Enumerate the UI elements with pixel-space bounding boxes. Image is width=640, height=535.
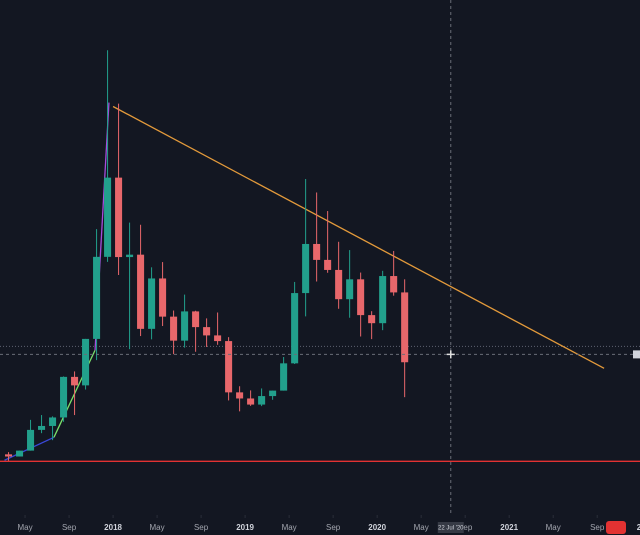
candle-body	[27, 429, 35, 451]
candle-body	[214, 335, 222, 342]
candle-body	[38, 425, 46, 430]
x-tick-label: May	[546, 523, 561, 532]
x-tick-label: 2021	[500, 523, 518, 532]
candle-body	[181, 311, 189, 341]
candle-body	[71, 376, 79, 386]
x-tick-label: May	[150, 523, 165, 532]
x-tick-label: Sep	[62, 523, 77, 532]
candle-body	[16, 450, 24, 457]
candle-body	[137, 254, 145, 329]
candle-body	[379, 276, 387, 324]
x-tick-label: May	[282, 523, 297, 532]
candle-body	[236, 392, 244, 399]
trend-line	[112, 105, 605, 369]
x-tick-label: 2018	[104, 523, 122, 532]
x-tick-label: 20	[637, 523, 640, 532]
logo	[606, 521, 626, 534]
x-tick-label: Sep	[326, 523, 341, 532]
candle-body	[302, 243, 310, 294]
candle-body	[247, 398, 255, 405]
candle-body	[82, 338, 90, 386]
candle-body	[93, 256, 101, 339]
candle-body	[225, 341, 233, 393]
x-tick-label: Sep	[458, 523, 473, 532]
cursor	[446, 350, 455, 359]
x-tick-label: May	[414, 523, 429, 532]
candle-body	[280, 363, 288, 391]
candle-body	[324, 259, 332, 270]
candle-body	[291, 293, 299, 364]
candle-body	[258, 396, 266, 405]
candle-body	[104, 177, 112, 257]
candle-body	[148, 278, 156, 329]
x-tick-label: 2020	[368, 523, 386, 532]
x-tick-label: Sep	[194, 523, 209, 532]
candle-body	[346, 279, 354, 300]
x-tick-label: 2019	[236, 523, 254, 532]
crosshair-label-box	[437, 522, 464, 533]
candle-body	[5, 454, 13, 457]
x-tick-label: May	[17, 523, 32, 532]
candle-body	[115, 177, 123, 258]
candle-body	[401, 292, 409, 363]
x-tick-label: Sep	[590, 523, 605, 532]
candle-body	[170, 316, 178, 341]
candle-body	[126, 254, 134, 258]
candle-body	[368, 315, 376, 324]
candle-body	[203, 327, 211, 336]
candle-body	[390, 276, 398, 293]
candle-body	[159, 278, 167, 317]
candle-body	[192, 311, 200, 328]
candle-body	[357, 279, 365, 316]
price-label-box	[633, 350, 640, 359]
candle-body	[49, 417, 57, 426]
candle-body	[335, 269, 343, 300]
crosshair-label: 22 Jul '20	[438, 526, 464, 532]
candle-body	[313, 243, 321, 260]
candle-body	[60, 376, 68, 418]
candle-body	[269, 390, 277, 397]
